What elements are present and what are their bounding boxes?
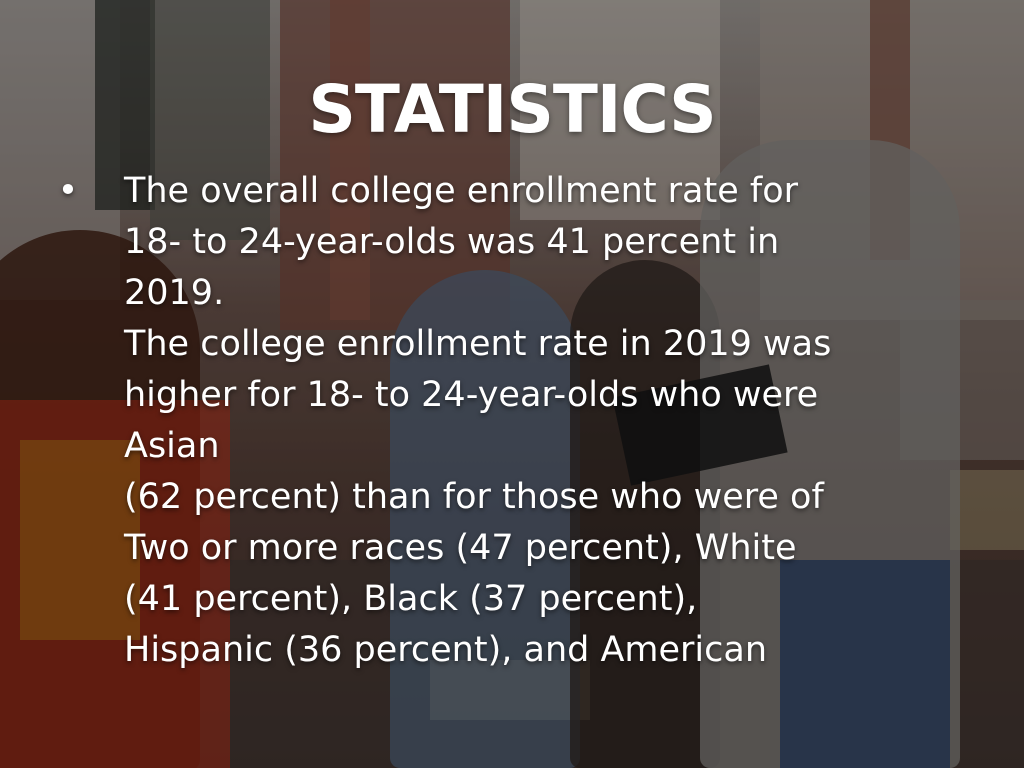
bullet-text-line: Hispanic (36 percent), and American <box>124 630 768 670</box>
bullet-text-line: Asian <box>124 426 220 466</box>
bullet-text-line: 18- to 24-year-olds was 41 percent in <box>124 222 780 262</box>
slide-bullet-list: • The overall college enrollment rate fo… <box>56 166 956 676</box>
slide-title: STATISTICS <box>308 71 716 148</box>
bullet-item: • The overall college enrollment rate fo… <box>56 166 956 676</box>
background-window <box>95 0 155 210</box>
background-clothing <box>20 440 140 640</box>
background-bench <box>950 470 1024 550</box>
bullet-text-line: (41 percent), Black (37 percent), <box>124 579 698 619</box>
bullet-text-line: (62 percent) than for those who were of <box>124 477 824 517</box>
background-pillar <box>330 0 370 320</box>
background-person <box>570 260 720 768</box>
background-clothing <box>780 560 950 768</box>
bullet-text-line: Two or more races (47 percent), White <box>124 528 797 568</box>
background-person <box>390 270 580 768</box>
bullet-marker: • <box>57 171 79 211</box>
background-clothing <box>0 400 230 768</box>
bullet-text-line: higher for 18- to 24-year-olds who were <box>124 375 819 415</box>
bullet-text-line: The college enrollment rate in 2019 was <box>124 324 832 364</box>
bullet-text-line: The overall college enrollment rate for <box>124 171 799 211</box>
background-door <box>520 0 720 220</box>
background-window <box>150 0 270 240</box>
bullet-text-line: 2019. <box>124 273 225 313</box>
